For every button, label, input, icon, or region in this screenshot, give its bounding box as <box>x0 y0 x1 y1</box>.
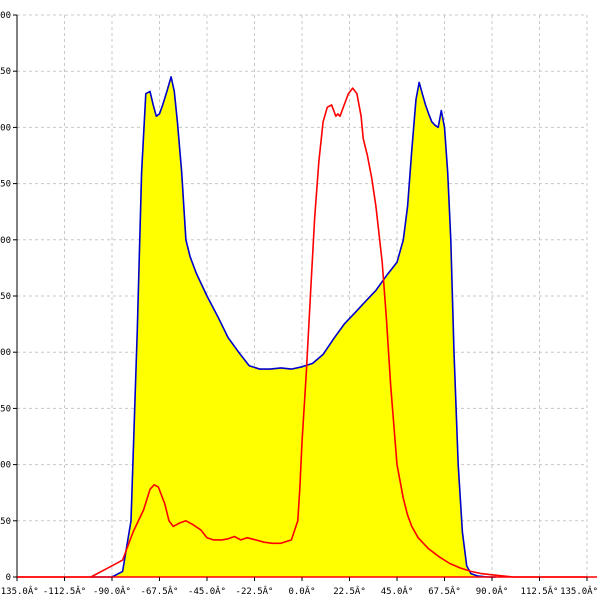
y-tick-label-8: 400 <box>0 123 11 133</box>
x-tick-label-6: 0.0Â° <box>288 585 315 597</box>
series-1-line <box>17 87 587 578</box>
x-tick-label-4: -45.0Â° <box>188 585 226 597</box>
x-tick-label-10: 90.0Â° <box>476 585 509 597</box>
x-tick-label-0: -135.0Â° <box>0 585 39 597</box>
x-tick-label-9: 67.5Â° <box>428 585 461 597</box>
x-tick-label-7: 22.5Â° <box>333 585 366 597</box>
series-0-area <box>90 76 497 578</box>
x-tick-label-5: -22.5Â° <box>236 585 274 597</box>
y-tick-label-3: 150 <box>0 404 11 414</box>
y-tick-label-2: 100 <box>0 461 11 471</box>
y-tick-label-9: 450 <box>0 67 11 77</box>
x-tick-label-1: -112.5Â° <box>43 585 86 597</box>
series-0-line <box>90 76 497 578</box>
x-tick-label-3: -67.5Â° <box>141 585 179 597</box>
y-tick-label-0: 0 <box>6 573 11 583</box>
x-tick-label-11: 112.5Â° <box>521 585 559 597</box>
y-tick-label-4: 200 <box>0 348 11 358</box>
x-tick-label-2: -90.0Â° <box>93 585 131 597</box>
y-tick-label-6: 300 <box>0 236 11 246</box>
y-tick-label-10: 500 <box>0 11 11 21</box>
x-tick-label-12: 135.0Â° <box>560 585 598 597</box>
y-tick-label-5: 250 <box>0 292 11 302</box>
label-layer: 0 50 100 150 200 250 300 350 400 450 500 -135.0Â° -1… <box>0 11 598 597</box>
x-tick-label-8: 45.0Â° <box>381 585 414 597</box>
line-layer <box>17 76 587 578</box>
y-tick-label-1: 50 <box>0 517 11 527</box>
area-layer <box>90 76 497 578</box>
y-tick-label-7: 350 <box>0 180 11 190</box>
axis-layer <box>13 14 597 581</box>
